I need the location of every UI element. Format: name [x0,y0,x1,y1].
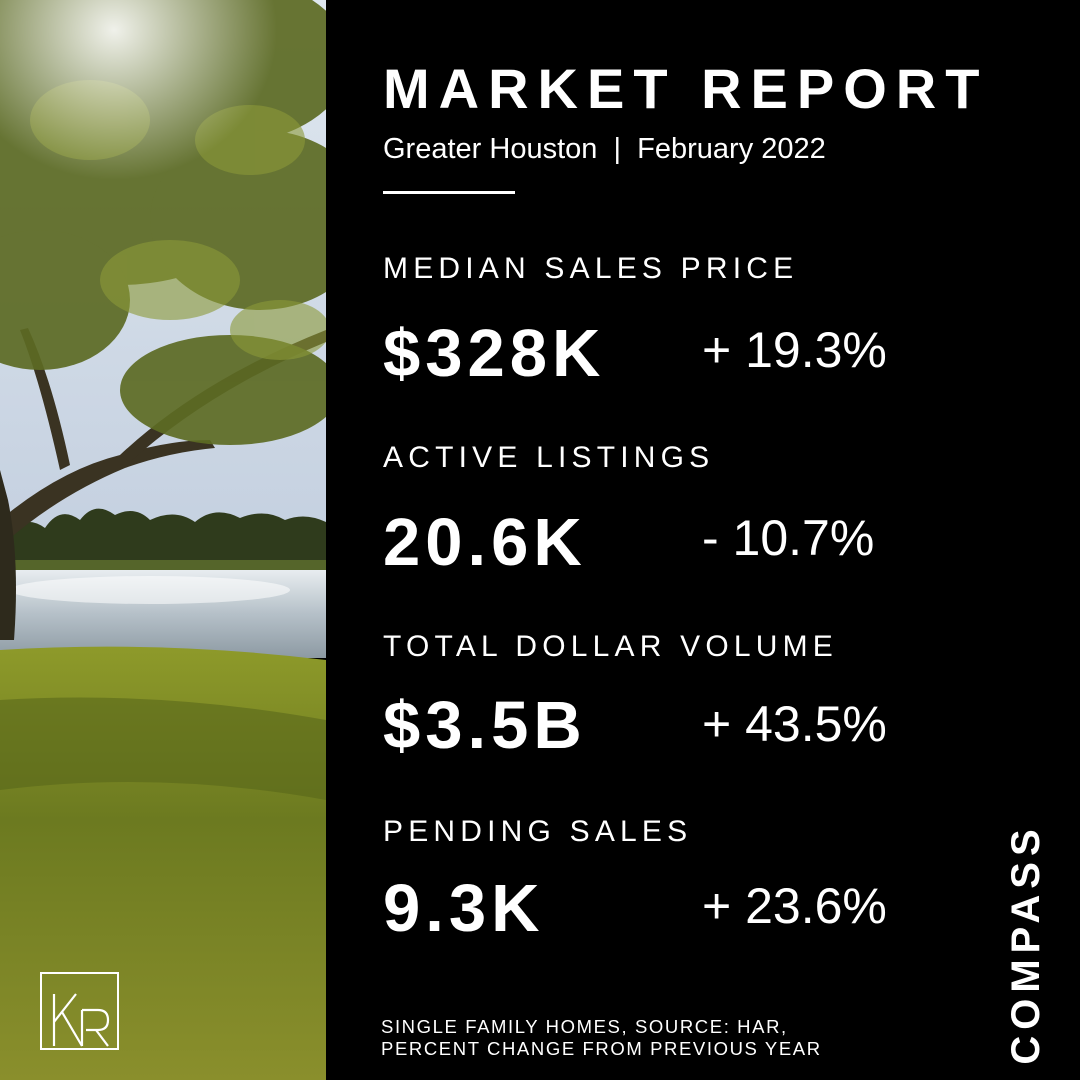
metric-value-median-sales-price: $328K [383,316,606,391]
tree-lake-scene [0,0,326,1080]
compass-brand-logo: COMPASS [1004,823,1048,1065]
metric-value-active-listings: 20.6K [383,505,587,580]
landscape-photo [0,0,326,1080]
kr-monogram-icon [52,993,110,1047]
metric-change-pending-sales: + 23.6% [702,878,887,934]
metric-change-total-dollar-volume: + 43.5% [702,696,887,752]
footnote: SINGLE FAMILY HOMES, SOURCE: HAR, PERCEN… [381,1016,822,1060]
kr-logo [40,972,119,1050]
report-subtitle: Greater Houston | February 2022 [383,133,826,165]
footnote-line-2: PERCENT CHANGE FROM PREVIOUS YEAR [381,1038,822,1059]
metric-label-pending-sales: PENDING SALES [383,815,693,848]
metric-label-active-listings: ACTIVE LISTINGS [383,441,715,474]
metric-change-active-listings: - 10.7% [702,510,875,566]
metric-change-median-sales-price: + 19.3% [702,322,887,378]
metric-value-total-dollar-volume: $3.5B [383,688,587,763]
metric-label-median-sales-price: MEDIAN SALES PRICE [383,252,799,285]
metric-value-pending-sales: 9.3K [383,871,545,946]
report-panel [326,0,1080,1080]
report-title: MARKET REPORT [383,57,989,120]
metric-label-total-dollar-volume: TOTAL DOLLAR VOLUME [383,630,839,663]
footnote-line-1: SINGLE FAMILY HOMES, SOURCE: HAR, [381,1016,788,1037]
title-divider [383,191,515,194]
